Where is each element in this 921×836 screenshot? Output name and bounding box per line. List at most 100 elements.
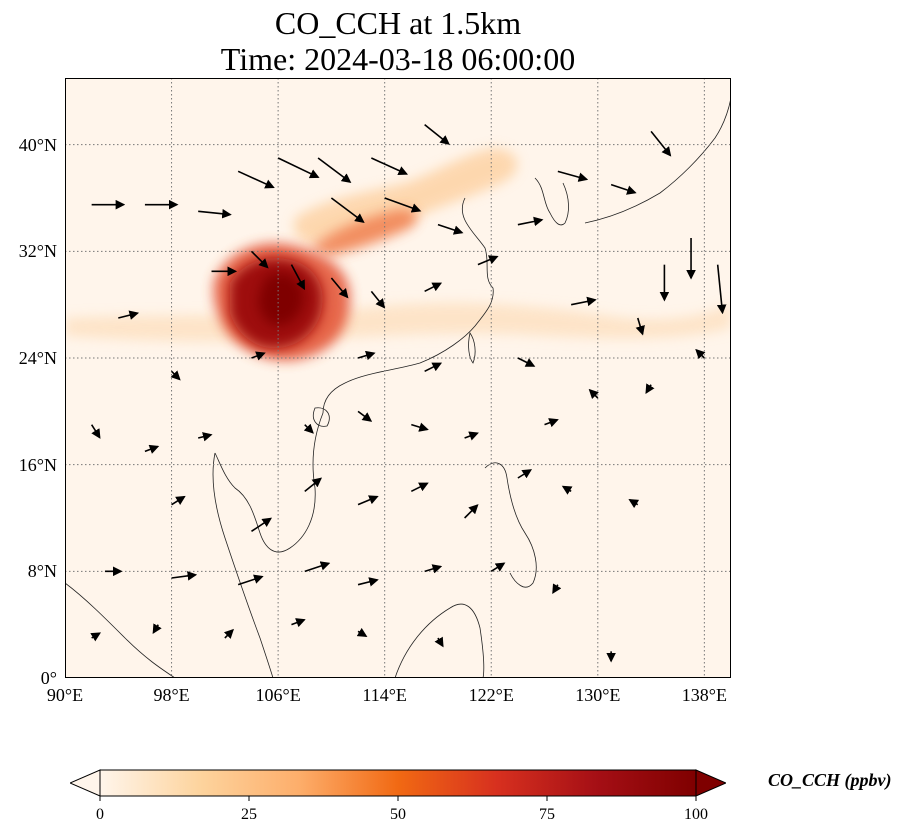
wind-arrow <box>424 362 443 373</box>
lat-tick-label: 40°N <box>18 134 57 155</box>
wind-arrow <box>517 469 533 479</box>
coastline-layer <box>65 97 731 678</box>
philippines-coastline <box>484 462 537 588</box>
wind-vector-layer <box>90 124 727 663</box>
wind-arrow <box>152 623 162 635</box>
map-canvas <box>65 78 731 678</box>
wind-arrow <box>251 517 273 532</box>
map-panel <box>65 78 731 678</box>
wind-arrow <box>645 383 655 395</box>
wind-arrow <box>277 157 320 179</box>
colorbar-svg <box>68 769 728 801</box>
wind-arrow <box>357 350 376 361</box>
colorbar-tickmarks <box>99 796 697 801</box>
lon-tick-label: 138°E <box>681 685 727 705</box>
wind-arrow <box>588 388 599 400</box>
colorbar-tick-label: 100 <box>684 806 708 823</box>
lon-tick-label: 90°E <box>46 685 84 705</box>
hubei-plume-band <box>310 209 418 256</box>
lon-tick-label: 130°E <box>575 685 621 705</box>
lat-tick-label: 16°N <box>18 454 57 475</box>
wind-arrow <box>490 562 506 573</box>
wind-arrow <box>171 495 186 506</box>
wind-arrow <box>464 431 479 441</box>
colorbar-label: CO_CCH (ppbv) <box>768 770 892 790</box>
wind-arrow <box>290 264 305 291</box>
wind-arrow <box>198 432 213 442</box>
wind-arrow <box>561 485 573 495</box>
chart-subtitle-time: Time: 2024-03-18 06:00:00 <box>220 41 576 77</box>
wind-arrow <box>434 636 444 648</box>
wind-arrow <box>544 418 559 428</box>
wind-arrow <box>477 255 499 266</box>
map-background <box>65 78 731 678</box>
wind-arrow <box>237 170 275 189</box>
wind-arrow <box>571 296 597 307</box>
sumatra-coastline <box>65 582 176 678</box>
wind-arrow <box>251 351 266 361</box>
wind-arrow <box>237 574 264 586</box>
wind-arrow <box>517 357 536 367</box>
lon-tick-label: 114°E <box>362 685 407 705</box>
wind-arrow <box>357 410 373 422</box>
china-coastline <box>322 197 494 414</box>
wind-arrow <box>356 627 368 637</box>
wind-arrow <box>90 632 102 642</box>
wind-arrow <box>223 628 234 640</box>
wind-arrow <box>628 499 640 509</box>
wind-arrow <box>371 157 409 176</box>
wind-arrow <box>424 282 443 293</box>
wind-arrow <box>198 208 232 219</box>
wind-arrow <box>610 183 637 195</box>
colorbar-tick-label: 25 <box>241 806 257 823</box>
wind-arrow <box>330 277 349 299</box>
lon-tick-label: 122°E <box>468 685 514 705</box>
wind-arrow <box>304 477 323 492</box>
wind-arrow <box>370 290 386 309</box>
wind-arrow <box>357 495 379 506</box>
wind-arrow <box>424 564 443 574</box>
wind-arrow <box>144 444 160 454</box>
lon-tick-label: 106°E <box>255 685 301 705</box>
wind-arrow <box>118 310 140 320</box>
wind-arrow <box>437 223 464 235</box>
wind-arrow <box>317 157 352 183</box>
japan-coastline <box>584 97 731 224</box>
colorbar <box>68 768 728 802</box>
wind-arrow <box>424 124 450 145</box>
wind-arrow <box>171 571 198 581</box>
malay-peninsula-coastline <box>212 452 274 678</box>
wind-arrow <box>410 482 429 493</box>
wind-arrow <box>552 583 562 595</box>
colorbar-extend-max <box>695 769 728 797</box>
lon-tick-label: 98°E <box>153 685 190 705</box>
wind-arrow <box>517 216 544 227</box>
wind-arrow <box>304 561 331 573</box>
wind-arrow <box>650 130 672 157</box>
gridline-layer <box>65 78 731 678</box>
southwest-plume-peak <box>258 272 304 326</box>
wind-arrow <box>384 197 422 213</box>
chart-title: CO_CCH at 1.5km <box>274 5 522 41</box>
wind-arrow <box>716 264 727 315</box>
wind-arrow <box>303 423 314 434</box>
lat-tick-label: 32°N <box>18 241 57 262</box>
wind-arrow <box>464 504 479 519</box>
taiwan-coastline <box>468 332 476 364</box>
wind-arrow <box>170 370 181 381</box>
wind-arrow <box>357 577 379 587</box>
colorbar-gradient <box>99 769 697 797</box>
korea-coastline <box>534 177 569 226</box>
north-china-plume-band <box>294 148 518 244</box>
wind-arrow <box>695 348 706 360</box>
wind-arrow <box>250 250 269 269</box>
wind-arrow <box>90 424 101 439</box>
lat-tick-label: 0° <box>40 668 57 688</box>
hainan-coastline <box>312 407 330 427</box>
map-frame <box>65 78 731 678</box>
wind-arrow <box>411 422 429 432</box>
lat-tick-label: 24°N <box>18 348 57 368</box>
colorbar-extend-min <box>68 769 101 797</box>
wind-arrow <box>330 197 365 223</box>
co-plume-layer <box>65 148 731 361</box>
